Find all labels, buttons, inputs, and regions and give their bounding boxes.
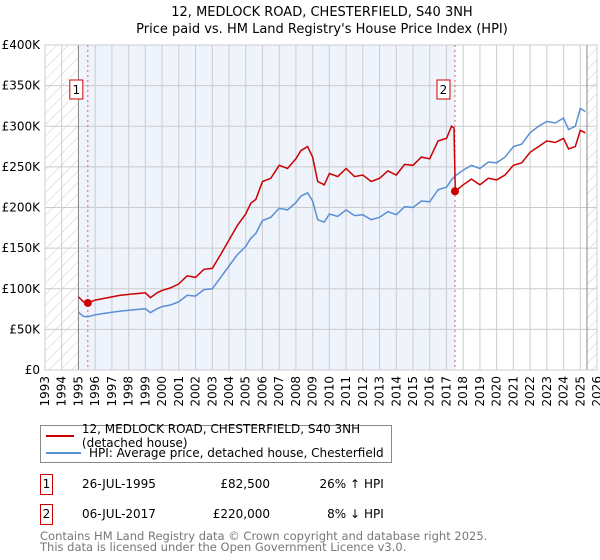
plot-border <box>44 44 598 371</box>
transaction-price: £220,000 <box>212 507 270 521</box>
transaction-hpi: HPI <box>364 477 384 491</box>
x-tick-label: 2014 <box>389 376 403 407</box>
hpi-line <box>78 107 586 318</box>
legend-item-hpi: HPI: Average price, detached house, Ches… <box>41 445 384 461</box>
footer-licence: This data is licensed under the Open Gov… <box>40 540 407 554</box>
y-tick-label: £200K <box>2 201 42 215</box>
x-tick-label: 2008 <box>289 376 303 407</box>
x-tick-label: 2010 <box>322 376 336 407</box>
legend-line-blue <box>46 452 81 454</box>
y-tick-label: £250K <box>2 160 42 174</box>
x-tick-label: 1995 <box>71 376 85 407</box>
legend-label: HPI: Average price, detached house, Ches… <box>89 446 384 460</box>
transaction-marker: 1 <box>40 474 53 495</box>
sale-point <box>83 298 92 307</box>
legend-line-red <box>46 435 74 437</box>
sale-label-box <box>436 79 451 100</box>
x-tick-label: 1994 <box>55 376 69 407</box>
x-tick-label: 2026 <box>590 376 600 407</box>
property-price-line <box>77 125 586 304</box>
x-tick-label: 2012 <box>356 376 370 407</box>
x-tick-label: 2023 <box>540 376 554 407</box>
x-tick-label: 1998 <box>122 376 136 407</box>
x-tick-label: 2024 <box>557 376 571 407</box>
x-tick-label: 2021 <box>506 376 520 407</box>
legend-label: 12, MEDLOCK ROAD, CHESTERFIELD, S40 3NH … <box>81 422 361 450</box>
y-tick-label: £400K <box>2 38 42 52</box>
x-tick-label: 2022 <box>523 376 537 407</box>
transaction-pct: 26% ↑ <box>319 477 360 491</box>
x-tick-label: 2019 <box>473 376 487 407</box>
x-tick-label: 2011 <box>339 376 353 407</box>
footer-copyright: Contains HM Land Registry data © Crown c… <box>40 529 488 543</box>
x-tick-label: 2002 <box>189 376 203 407</box>
x-tick-label: 2000 <box>155 376 169 407</box>
x-tick-label: 2018 <box>456 376 470 407</box>
x-tick-label: 2009 <box>306 376 320 407</box>
y-tick-label: £0 <box>25 363 40 377</box>
x-tick-label: 2006 <box>255 376 269 407</box>
chart-title: 12, MEDLOCK ROAD, CHESTERFIELD, S40 3NH <box>171 5 472 20</box>
x-tick-label: 2020 <box>490 376 504 407</box>
legend: 12, MEDLOCK ROAD, CHESTERFIELD, S40 3NH … <box>40 422 392 463</box>
transaction-pct: 8% ↓ <box>327 507 360 521</box>
transaction-date: 06-JUL-2017 <box>82 507 156 521</box>
x-tick-label: 2007 <box>272 376 286 407</box>
y-tick-label: £50K <box>9 322 41 336</box>
transaction-hpi: HPI <box>364 507 384 521</box>
sale-label: 1 <box>73 83 81 97</box>
x-tick-label: 2016 <box>423 376 437 407</box>
sale-label: 2 <box>440 83 448 97</box>
transaction-date: 26-JUL-1995 <box>82 477 156 491</box>
sale-point <box>450 187 459 196</box>
transaction-row: 1 26-JUL-1995 £82,500 26% ↑ HPI <box>40 474 440 495</box>
x-tick-label: 1997 <box>105 376 119 407</box>
y-tick-label: £300K <box>2 119 42 133</box>
x-tick-label: 2015 <box>406 376 420 407</box>
y-tick-label: £100K <box>2 282 42 296</box>
transaction-price: £82,500 <box>220 477 270 491</box>
legend-item-property: 12, MEDLOCK ROAD, CHESTERFIELD, S40 3NH … <box>41 422 391 450</box>
x-tick-label: 2001 <box>172 376 186 407</box>
chart-subtitle: Price paid vs. HM Land Registry's House … <box>136 22 508 37</box>
price-chart: 12, MEDLOCK ROAD, CHESTERFIELD, S40 3NH … <box>2 5 600 407</box>
x-tick-label: 2003 <box>205 376 219 407</box>
transaction-row: 2 06-JUL-2017 £220,000 8% ↓ HPI <box>40 504 440 525</box>
x-tick-label: 1999 <box>138 376 152 407</box>
x-tick-label: 2025 <box>573 376 587 407</box>
footer: Contains HM Land Registry data © Crown c… <box>40 529 488 554</box>
transaction-marker: 2 <box>40 504 53 525</box>
x-tick-label: 1996 <box>88 376 102 407</box>
x-tick-label: 2004 <box>222 376 236 407</box>
sale-label-box <box>69 79 84 100</box>
y-tick-label: £150K <box>2 241 42 255</box>
x-tick-label: 1993 <box>38 376 52 407</box>
y-tick-label: £350K <box>2 79 42 93</box>
x-tick-label: 2017 <box>439 376 453 407</box>
x-tick-label: 2005 <box>239 376 253 407</box>
x-tick-label: 2013 <box>373 376 387 407</box>
